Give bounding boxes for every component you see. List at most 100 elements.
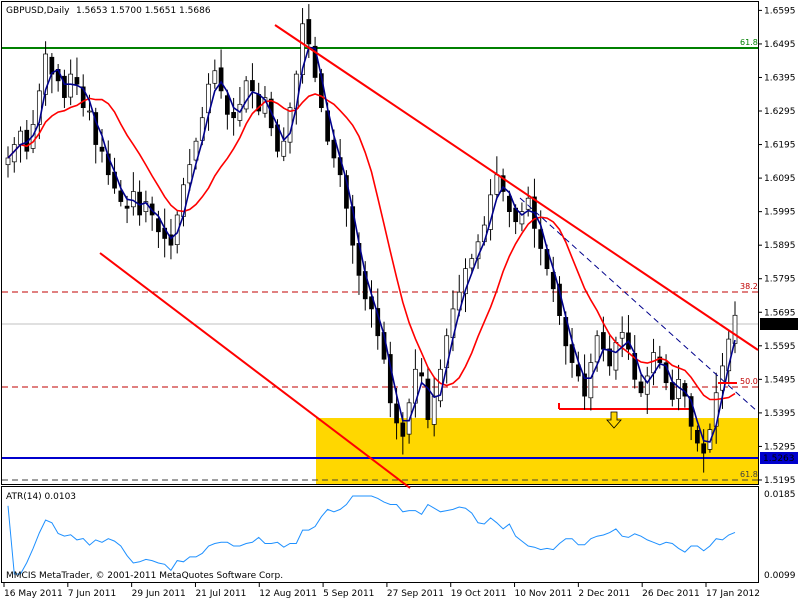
fib-label-38: 38.2 [740,282,758,291]
candle-body [93,112,99,145]
current-price-label: 1.5686 [763,320,795,330]
date-tick-label: 29 Jun 2011 [132,589,186,599]
channel-dashed-line [519,197,759,413]
candle-body [193,140,199,161]
candle-body [582,373,587,397]
candle-body [212,70,218,84]
indicator-frame [1,486,759,583]
chart-symbol: GBPUSD,Daily [6,6,70,16]
candle-body [494,174,500,195]
date-tick-label: 10 Nov 2011 [515,589,573,599]
upper-trendline [274,24,759,351]
atr-line [7,495,736,575]
candle-body [701,443,707,454]
candle-body [218,67,224,92]
candle-body [168,234,174,246]
main-chart-frame [1,1,759,485]
candle-body [500,175,506,192]
candle-body [250,80,255,92]
candle-body [525,197,531,210]
candle-body [425,378,431,420]
candle-body [594,335,600,363]
candle-body [644,375,650,395]
candle-body [469,258,475,269]
price-tick-label: 1.6595 [764,6,796,16]
current-price-box [760,318,798,330]
candle-body [651,352,656,374]
support-zone [316,418,758,484]
atr-scale-bottom: 0.0099 [764,571,796,581]
candle-body [130,191,136,208]
candle-body [300,23,305,75]
candle-body [312,45,318,78]
price-tick-label: 1.5395 [764,409,796,419]
candle-body [5,157,11,166]
candles-group [5,4,738,473]
candle-body [231,112,236,119]
down-arrow-icon [606,411,622,429]
price-tick-label: 1.6295 [764,107,796,117]
copyright-text: MMCIS MetaTrader, © 2001-2011 MetaQuotes… [6,571,283,581]
price-tick-label: 1.5595 [764,342,796,352]
candle-body [62,75,67,98]
date-tick-label: 7 Jun 2011 [68,589,116,599]
date-tick-label: 21 Jul 2011 [195,589,246,599]
price-tick-label: 1.5295 [764,442,796,452]
price-tick-label: 1.5695 [764,308,796,318]
slow-moving-average [7,93,736,401]
candle-body [588,362,594,399]
candle-body [74,77,80,85]
candle-body [507,195,512,212]
date-tick-label: 5 Sep 2011 [323,589,374,599]
date-tick-label: 27 Sep 2011 [387,589,444,599]
candle-body [720,365,725,391]
candle-body [105,153,111,176]
price-tick-label: 1.5195 [764,476,796,486]
support-price-label: 1.5263 [763,454,795,464]
candle-body [607,348,613,367]
candle-body [613,342,619,371]
candle-body [695,429,700,444]
price-tick-label: 1.5795 [764,275,796,285]
price-tick-label: 1.5995 [764,208,796,218]
price-tick-label: 1.6195 [764,141,796,151]
candle-body [118,190,124,202]
candle-body [80,86,86,109]
price-tick-label: 1.5495 [764,375,796,385]
candle-body [243,80,249,110]
candle-body [394,403,399,424]
candle-body [463,268,468,295]
candle-body [419,372,424,377]
candle-body [174,214,180,245]
date-tick-label: 26 Dec 2011 [642,589,700,599]
candle-body [732,314,738,344]
candle-body [43,53,48,95]
date-tick-label: 16 May 2011 [4,589,63,599]
date-tick-label: 2 Dec 2011 [578,589,630,599]
candle-body [669,382,675,400]
price-tick-label: 1.5895 [764,241,796,251]
chart-ohlc: 1.5653 1.5700 1.5651 1.5686 [76,6,211,16]
candle-body [601,332,606,350]
candle-body [187,164,193,184]
atr-label: ATR(14) 0.0103 [6,492,76,502]
price-tick-label: 1.6095 [764,174,796,184]
date-tick-label: 12 Aug 2011 [259,589,317,599]
candle-body [638,381,644,394]
candle-body [124,205,130,209]
candle-body [68,73,74,98]
candle-body [400,422,406,437]
candle-body [575,364,581,377]
candle-body [688,396,694,427]
candle-body [225,95,230,115]
candle-body [550,271,556,290]
price-tick-label: 1.6495 [764,40,796,50]
candle-body [99,146,105,152]
candle-body [306,19,312,45]
date-tick-label: 19 Oct 2011 [451,589,507,599]
candle-body [143,201,149,212]
candle-body [519,211,525,225]
candle-body [18,130,23,145]
fib-label-top: 61.8 [740,38,758,47]
